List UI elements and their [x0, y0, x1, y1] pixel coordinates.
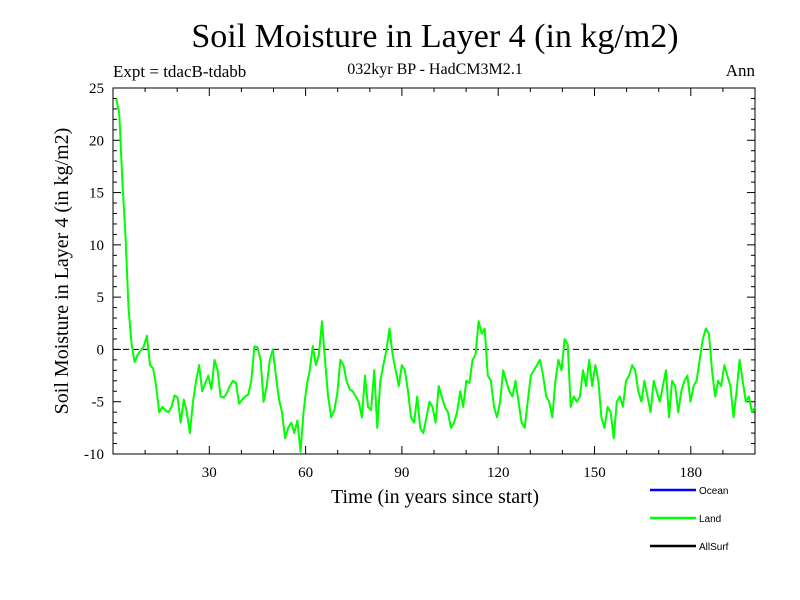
legend-label-land: Land — [699, 514, 721, 525]
x-axis: 30 60 90 120 150 180 — [144, 88, 724, 481]
y-axis: -10 -5 0 5 10 15 20 25 — [84, 81, 755, 463]
series-group — [115, 98, 756, 453]
chart-title: Soil Moisture in Layer 4 (in kg/m2) — [191, 18, 678, 55]
x-tick-label: 60 — [298, 465, 313, 481]
x-tick-label: 150 — [583, 465, 606, 481]
x-tick-label: 180 — [680, 465, 703, 481]
x-tick-label: 120 — [487, 465, 510, 481]
x-tick-label: 90 — [394, 465, 409, 481]
series-line-land — [115, 98, 756, 453]
experiment-label: Expt = tdacB-tdabb — [113, 62, 246, 81]
y-tick-label: 20 — [89, 133, 104, 149]
y-tick-label: 15 — [89, 186, 104, 202]
y-tick-label: -5 — [92, 395, 105, 411]
chart-subtitle: 032kyr BP - HadCM3M2.1 — [347, 61, 522, 78]
y-tick-label: -10 — [84, 447, 104, 463]
y-tick-label: 25 — [89, 81, 104, 97]
x-axis-label: Time (in years since start) — [331, 486, 539, 508]
y-tick-label: 0 — [97, 342, 105, 358]
y-tick-label: 5 — [97, 290, 105, 306]
legend-label-allsurf: AllSurf — [699, 542, 729, 553]
season-label: Ann — [726, 61, 756, 80]
legend: Ocean Land AllSurf — [650, 486, 729, 553]
x-tick-label: 30 — [202, 465, 217, 481]
y-tick-label: 10 — [89, 238, 104, 254]
y-axis-label: Soil Moisture in Layer 4 (in kg/m2) — [51, 128, 73, 415]
legend-label-ocean: Ocean — [699, 486, 728, 497]
